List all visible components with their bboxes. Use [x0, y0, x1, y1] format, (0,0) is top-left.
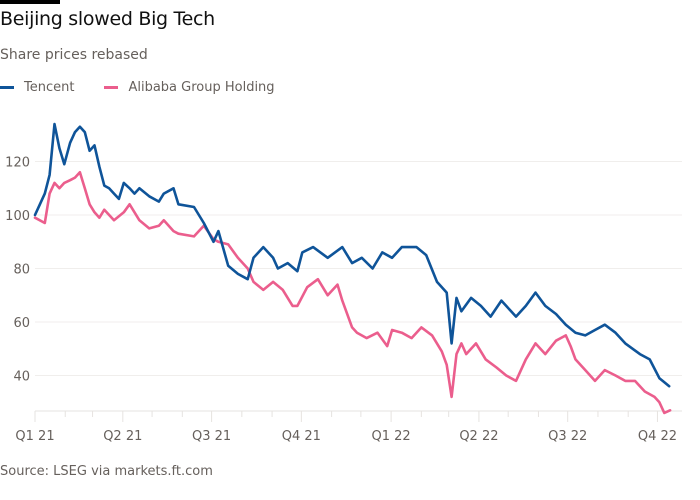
- series-line-alibaba: [33, 170, 672, 415]
- y-tick-label: 120: [5, 156, 30, 171]
- legend-swatch-tencent: [0, 86, 14, 89]
- x-tick-label: Q3 22: [548, 429, 587, 444]
- y-tick-label: 100: [5, 209, 30, 224]
- brand-bar: [0, 0, 60, 4]
- legend-label-tencent: Tencent: [24, 80, 75, 95]
- legend-item-alibaba: Alibaba Group Holding: [104, 80, 275, 95]
- x-tick-label: Q1 21: [15, 429, 54, 444]
- x-tick-label: Q4 21: [282, 429, 321, 444]
- x-tick-label: Q2 21: [103, 429, 142, 444]
- legend-item-tencent: Tencent: [0, 80, 74, 95]
- chart-title: Beijing slowed Big Tech: [0, 8, 215, 30]
- x-tick-label: Q3 21: [192, 429, 231, 444]
- y-tick-label: 60: [13, 316, 30, 331]
- chart-subtitle: Share prices rebased: [0, 47, 148, 63]
- x-tick-label: Q4 22: [638, 429, 677, 444]
- y-tick-label: 40: [13, 370, 30, 385]
- x-tick-label: Q1 22: [372, 429, 411, 444]
- y-tick-label: 80: [13, 263, 30, 278]
- x-tick-label: Q2 22: [459, 429, 498, 444]
- legend-swatch-alibaba: [104, 86, 119, 89]
- source-note: Source: LSEG via markets.ft.com: [0, 464, 213, 479]
- series-line-tencent: [33, 122, 671, 388]
- legend: Tencent Alibaba Group Holding: [0, 80, 305, 95]
- legend-label-alibaba: Alibaba Group Holding: [128, 80, 275, 95]
